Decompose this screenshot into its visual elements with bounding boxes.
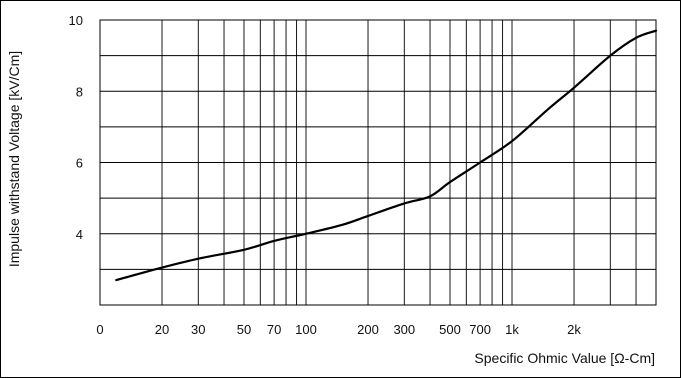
x-tick-label: 30 [191,322,205,337]
x-axis-title: Specific Ohmic Value [Ω-Cm] [474,350,655,366]
grid-layer [99,19,657,306]
x-tick-label: 20 [155,322,169,337]
y-axis-title: Impulse withstand Voltage [kV/Cm] [6,51,22,267]
x-tick-label: 2k [567,322,581,337]
y-tick-label: 8 [76,84,83,99]
x-tick-label: 100 [295,322,317,337]
x-tick-label: 500 [439,322,461,337]
x-tick-label: 0 [96,322,103,337]
x-tick-label: 200 [357,322,379,337]
y-tick-label: 10 [69,13,83,28]
y-tick-label: 4 [76,227,83,242]
ticks-layer: 0 20 30 50 70 100 200 300 500 700 1k 2k 4 6 8 10 [69,13,582,337]
x-tick-label: 300 [393,322,415,337]
line-layer [115,29,658,282]
series-line [115,29,658,282]
y-tick-label: 6 [76,156,83,171]
x-tick-label: 700 [469,322,491,337]
x-tick-label: 70 [267,322,281,337]
x-tick-label: 50 [237,322,251,337]
x-tick-label: 1k [505,322,519,337]
